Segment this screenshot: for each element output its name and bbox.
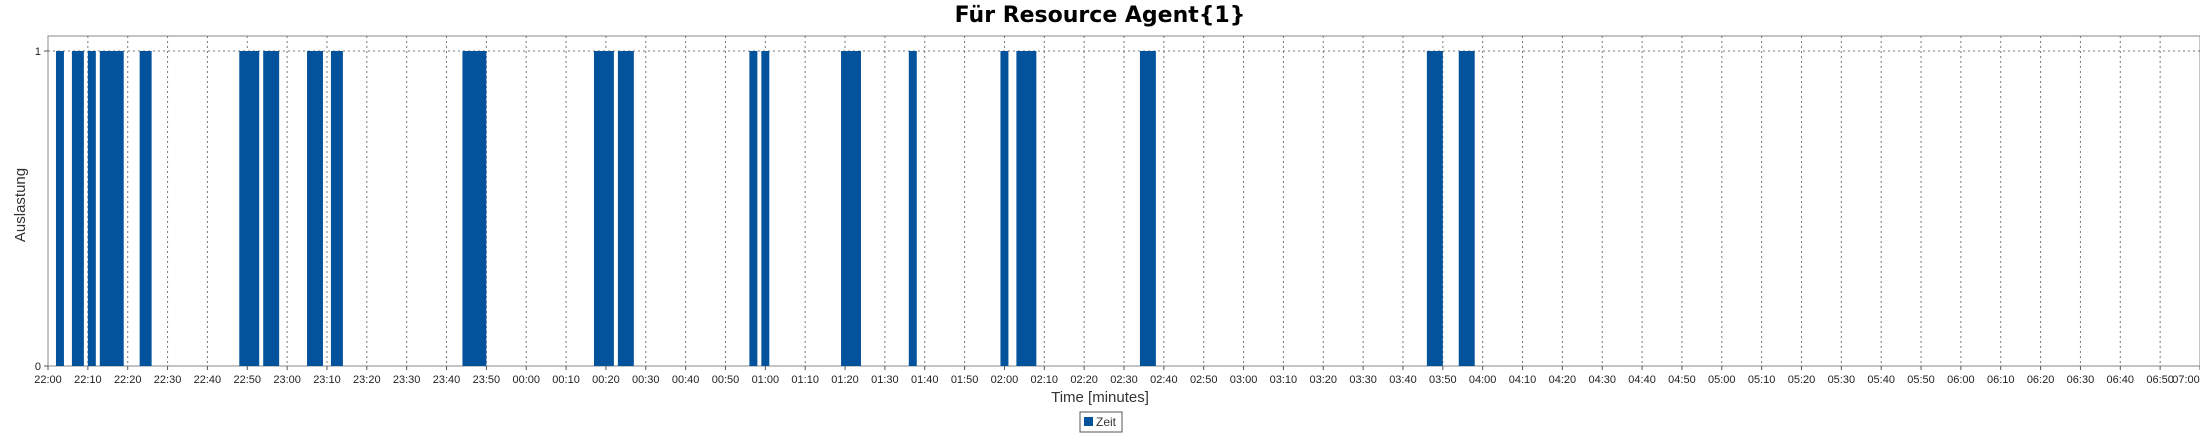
bar (239, 51, 260, 366)
x-tick-label: 00:00 (512, 374, 540, 386)
x-tick-label: 23:00 (273, 374, 301, 386)
x-tick-label: 03:50 (1429, 374, 1457, 386)
x-tick-label: 00:50 (712, 374, 740, 386)
x-axis-label: Time [minutes] (1051, 389, 1149, 406)
x-tick-label: 23:40 (433, 374, 461, 386)
x-tick-label: 23:20 (353, 374, 381, 386)
bars (55, 51, 1475, 366)
x-tick-label: 02:30 (1110, 374, 1138, 386)
x-tick-label: 22:40 (194, 374, 222, 386)
y-tick-label: 1 (35, 46, 41, 58)
x-tick-label: 05:20 (1788, 374, 1816, 386)
x-axis-ticks: 22:00 22:10 22:20 22:30 22:40 22:50 23:00 23:10… (34, 366, 2200, 386)
bar (330, 51, 343, 366)
x-tick-label: 00:20 (592, 374, 620, 386)
x-tick-label: 03:30 (1349, 374, 1377, 386)
y-tick-label: 0 (35, 361, 41, 373)
x-tick-label: 22:50 (233, 374, 261, 386)
x-tick-label: 06:50 (2146, 374, 2174, 386)
bar (1016, 51, 1037, 366)
x-tick-label: 03:40 (1389, 374, 1417, 386)
x-tick-label: 23:10 (313, 374, 341, 386)
x-tick-label: 01:20 (831, 374, 859, 386)
x-tick-label: 01:00 (752, 374, 780, 386)
x-tick-label: 06:30 (2067, 374, 2095, 386)
bar (1426, 51, 1443, 366)
legend: Zeit (1079, 411, 1123, 433)
bar (841, 51, 861, 366)
x-tick-label: 01:40 (911, 374, 939, 386)
bar (908, 51, 917, 366)
x-tick-label: 00:10 (552, 374, 580, 386)
bar (55, 51, 64, 366)
x-tick-label: 02:20 (1070, 374, 1098, 386)
legend-swatch (1084, 417, 1093, 426)
x-tick-label: 22:00 (34, 374, 62, 386)
x-tick-label: 05:30 (1828, 374, 1856, 386)
x-tick-label: 23:30 (393, 374, 421, 386)
x-tick-label: 05:50 (1907, 374, 1935, 386)
bar (99, 51, 124, 366)
bar (462, 51, 487, 366)
x-tick-label: 05:40 (1867, 374, 1895, 386)
bar (1458, 51, 1475, 366)
x-tick-label: 02:10 (1031, 374, 1059, 386)
x-tick-label: 04:50 (1668, 374, 1696, 386)
bar (139, 51, 152, 366)
x-tick-label: 01:10 (791, 374, 819, 386)
x-tick-label: 04:20 (1549, 374, 1577, 386)
y-axis-label: Auslastung (12, 168, 29, 242)
bar (71, 51, 84, 366)
x-tick-label: 01:50 (951, 374, 979, 386)
x-tick-label: 06:40 (2107, 374, 2135, 386)
bar (263, 51, 280, 366)
x-tick-label: 02:50 (1190, 374, 1218, 386)
bar (87, 51, 96, 366)
x-tick-label: 23:50 (473, 374, 501, 386)
chart-title: Für Resource Agent{1} (955, 3, 1246, 28)
x-tick-label: 02:40 (1150, 374, 1178, 386)
legend-entry-zeit: Zeit (1096, 415, 1117, 429)
x-tick-label: 02:00 (991, 374, 1019, 386)
y-axis-ticks: 01 (35, 46, 48, 373)
bar (1000, 51, 1009, 366)
x-tick-label: 05:00 (1708, 374, 1736, 386)
x-tick-label: 03:20 (1309, 374, 1337, 386)
bar (307, 51, 323, 366)
x-tick-label: 22:10 (74, 374, 102, 386)
x-tick-label: 00:40 (672, 374, 700, 386)
x-tick-label: 03:00 (1230, 374, 1258, 386)
bar (617, 51, 634, 366)
x-tick-label: 22:20 (114, 374, 142, 386)
bar (593, 51, 614, 366)
x-tick-label: 04:00 (1469, 374, 1497, 386)
x-tick-label: 04:10 (1509, 374, 1537, 386)
bar (749, 51, 758, 366)
x-tick-label: 06:10 (1987, 374, 2015, 386)
x-tick-label: 22:30 (154, 374, 182, 386)
x-tick-label: 00:30 (632, 374, 660, 386)
bar (761, 51, 770, 366)
x-tick-label: 04:40 (1628, 374, 1656, 386)
x-tick-label: 03:10 (1270, 374, 1298, 386)
bar (1139, 51, 1156, 366)
x-tick-label: 04:30 (1588, 374, 1616, 386)
x-tick-label: 01:30 (871, 374, 899, 386)
x-tick-label: 06:20 (2027, 374, 2055, 386)
x-tick-label: 05:10 (1748, 374, 1776, 386)
x-tick-label: 07:00 (2172, 374, 2200, 386)
x-tick-label: 06:00 (1947, 374, 1975, 386)
